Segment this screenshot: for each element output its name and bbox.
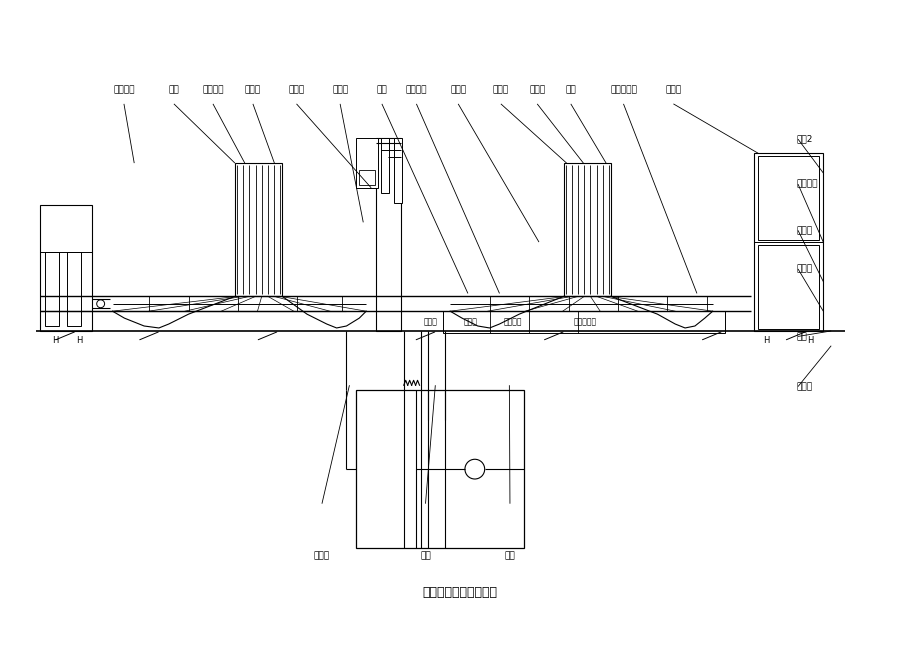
Bar bbox=[359, 170, 375, 185]
Text: 孔板: 孔板 bbox=[376, 85, 387, 94]
Text: 溢流管: 溢流管 bbox=[313, 551, 330, 561]
Bar bbox=[757, 156, 819, 240]
Text: 水箱: 水箱 bbox=[168, 85, 179, 94]
Text: 实验一～五试验装置图: 实验一～五试验装置图 bbox=[422, 586, 497, 599]
Text: 水箱2: 水箱2 bbox=[795, 135, 811, 144]
Bar bbox=[443, 311, 724, 333]
Text: 溢流阀: 溢流阀 bbox=[795, 226, 811, 235]
Text: 水位计: 水位计 bbox=[664, 85, 681, 94]
Text: H: H bbox=[75, 337, 82, 345]
Bar bbox=[563, 163, 610, 296]
Text: 实验管段: 实验管段 bbox=[113, 85, 134, 94]
Text: 突扩管: 突扩管 bbox=[332, 85, 347, 94]
Bar bbox=[380, 139, 389, 193]
Text: 突扩段: 突扩段 bbox=[424, 318, 437, 327]
Bar bbox=[67, 252, 81, 326]
Text: H: H bbox=[762, 337, 768, 345]
Text: 文丘利段: 文丘利段 bbox=[503, 318, 521, 327]
Text: 水泵: 水泵 bbox=[504, 551, 515, 561]
Text: 流量调节阀: 流量调节阀 bbox=[609, 85, 636, 94]
Text: 玻璃管: 玻璃管 bbox=[493, 85, 508, 94]
Text: 均流孔板: 均流孔板 bbox=[202, 85, 223, 94]
Text: 文丘利管: 文丘利管 bbox=[405, 85, 426, 94]
Bar bbox=[234, 163, 282, 296]
Text: 放水阀: 放水阀 bbox=[795, 382, 811, 391]
Text: 上水管: 上水管 bbox=[289, 85, 304, 94]
Text: H: H bbox=[806, 337, 812, 345]
Text: 地面: 地面 bbox=[795, 332, 806, 341]
Bar bbox=[376, 139, 401, 331]
Text: 计量水箱: 计量水箱 bbox=[795, 180, 817, 189]
Text: 沿程阻力段: 沿程阻力段 bbox=[573, 318, 596, 327]
Bar bbox=[393, 139, 402, 202]
Text: 测点: 测点 bbox=[565, 85, 575, 94]
Text: 测压计: 测压计 bbox=[449, 85, 466, 94]
Bar bbox=[754, 153, 823, 331]
Text: 孔板段: 孔板段 bbox=[463, 318, 477, 327]
Text: H: H bbox=[52, 337, 59, 345]
Bar bbox=[757, 245, 819, 329]
Text: 溢流板: 溢流板 bbox=[244, 85, 261, 94]
Text: 回水管: 回水管 bbox=[795, 264, 811, 273]
Text: 乳胶管: 乳胶管 bbox=[528, 85, 545, 94]
Bar bbox=[40, 204, 92, 331]
Text: 水池: 水池 bbox=[420, 551, 430, 561]
Bar bbox=[356, 139, 378, 187]
Bar bbox=[45, 252, 59, 326]
Bar bbox=[356, 390, 524, 548]
